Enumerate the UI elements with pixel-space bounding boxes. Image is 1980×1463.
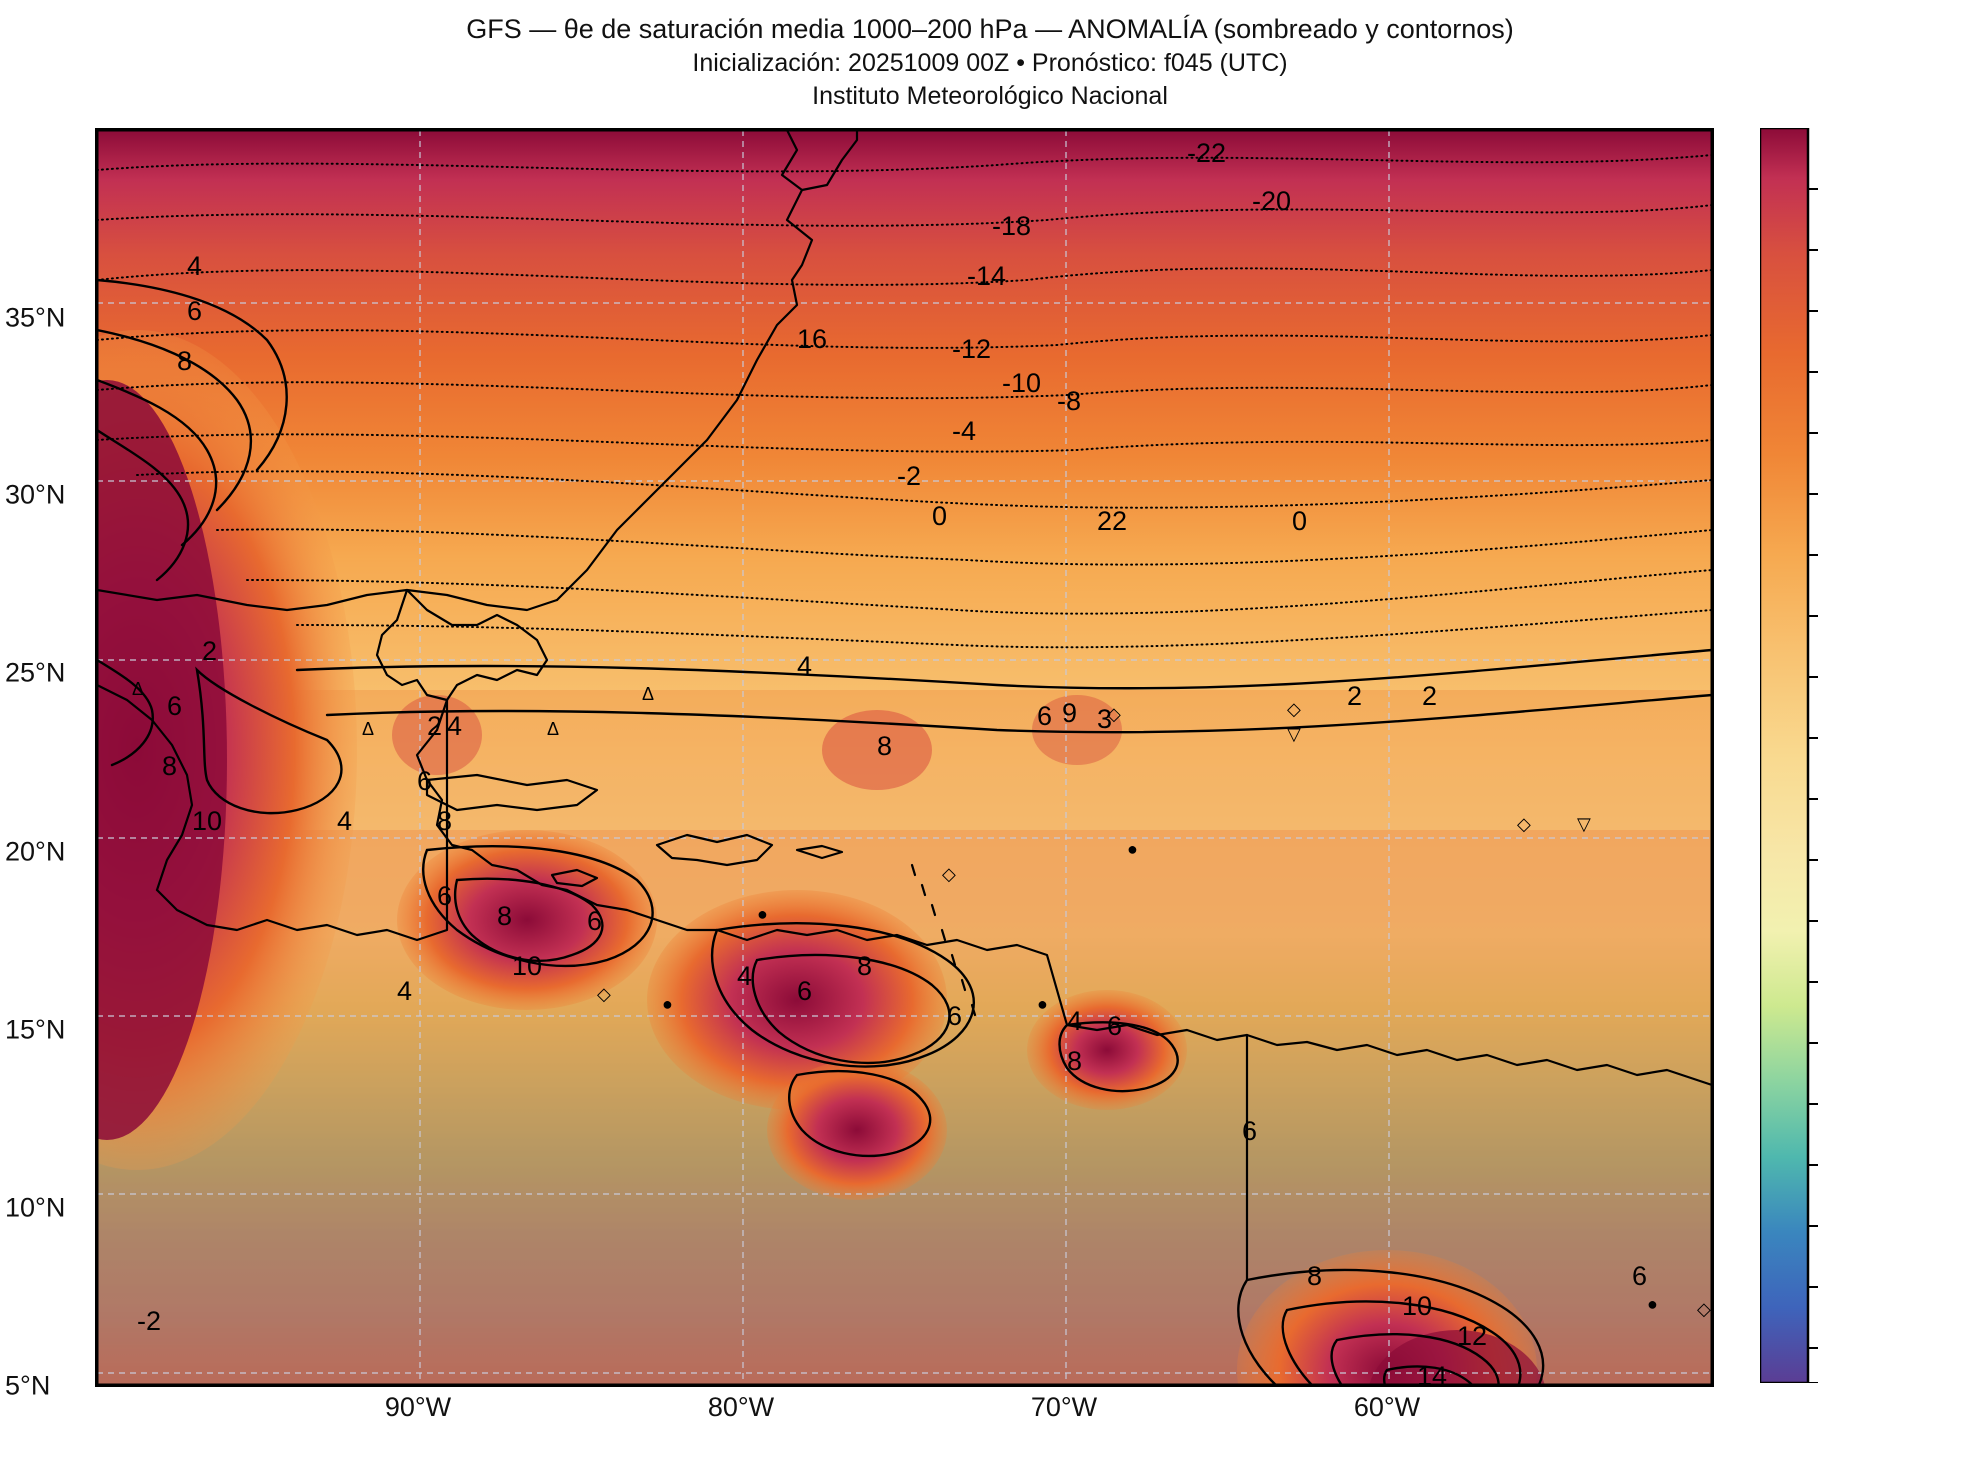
svg-text:8: 8	[1067, 1046, 1082, 1076]
title-line3: Instituto Meteorológico Nacional	[0, 82, 1980, 111]
svg-text:6: 6	[437, 881, 452, 911]
title-line2: Inicialización: 20251009 00Z • Pronóstic…	[0, 49, 1980, 78]
svg-text:-22: -22	[1187, 138, 1226, 168]
colorbar[interactable]: 16 14 12 10 8 6 4 2 0 -2 -4 -6 -8 -10 -1…	[1760, 128, 1820, 1383]
svg-text:4: 4	[797, 651, 812, 681]
svg-text:-2: -2	[137, 1306, 161, 1336]
svg-text:4: 4	[447, 711, 462, 741]
svg-text:-2: -2	[897, 461, 921, 491]
ylabel-30N: 30°N	[5, 480, 65, 511]
svg-text:◇: ◇	[1287, 699, 1301, 719]
svg-text:◇: ◇	[942, 864, 956, 884]
svg-text:6: 6	[417, 766, 432, 796]
svg-text:●: ●	[757, 904, 768, 924]
svg-text:-4: -4	[952, 416, 976, 446]
svg-text:4: 4	[1067, 1006, 1082, 1036]
ylabel-20N: 20°N	[5, 837, 65, 868]
svg-text:14: 14	[1417, 1361, 1447, 1385]
svg-text:Δ: Δ	[362, 719, 374, 739]
svg-text:-14: -14	[967, 261, 1006, 291]
svg-text:2: 2	[1347, 681, 1362, 711]
xlabel-80W: 80°W	[708, 1392, 774, 1423]
svg-text:6: 6	[587, 906, 602, 936]
svg-text:4: 4	[397, 976, 412, 1006]
svg-text:-20: -20	[1252, 186, 1291, 216]
ylabel-5N: 5°N	[5, 1371, 50, 1402]
svg-text:-18: -18	[992, 211, 1031, 241]
xlabel-70W: 70°W	[1031, 1392, 1097, 1423]
svg-text:6: 6	[947, 1001, 962, 1031]
svg-text:0: 0	[1292, 506, 1307, 536]
svg-text:8: 8	[437, 806, 452, 836]
svg-text:8: 8	[177, 346, 192, 376]
svg-text:4: 4	[337, 806, 352, 836]
svg-text:-12: -12	[952, 334, 991, 364]
svg-text:8: 8	[497, 901, 512, 931]
svg-text:6: 6	[1037, 701, 1052, 731]
svg-text:9: 9	[1062, 698, 1077, 728]
xlabel-60W: 60°W	[1354, 1392, 1420, 1423]
svg-text:◇: ◇	[1517, 814, 1531, 834]
svg-text:◇: ◇	[1697, 1299, 1711, 1319]
svg-text:6: 6	[1632, 1261, 1647, 1291]
svg-text:10: 10	[512, 951, 542, 981]
svg-text:Δ: Δ	[642, 684, 654, 704]
svg-text:0: 0	[932, 501, 947, 531]
svg-text:Δ: Δ	[547, 719, 559, 739]
title-line1: GFS — θe de saturación media 1000–200 hP…	[0, 14, 1980, 45]
ylabel-15N: 15°N	[5, 1015, 65, 1046]
svg-text:◇: ◇	[597, 984, 611, 1004]
svg-text:8: 8	[1307, 1261, 1322, 1291]
svg-text:-8: -8	[1057, 386, 1081, 416]
svg-text:10: 10	[192, 806, 222, 836]
svg-text:4: 4	[737, 961, 752, 991]
svg-text:●: ●	[662, 994, 673, 1014]
weather-map-page: GFS — θe de saturación media 1000–200 hP…	[0, 0, 1980, 1440]
svg-text:2: 2	[427, 711, 442, 741]
svg-text:2: 2	[202, 636, 217, 666]
xlabel-90W: 90°W	[385, 1392, 451, 1423]
svg-text:6: 6	[167, 691, 182, 721]
ylabel-10N: 10°N	[5, 1193, 65, 1224]
svg-text:●: ●	[1647, 1294, 1658, 1314]
svg-text:8: 8	[857, 951, 872, 981]
svg-text:8: 8	[162, 751, 177, 781]
svg-text:●: ●	[1037, 994, 1048, 1014]
svg-text:12: 12	[1457, 1321, 1487, 1351]
svg-text:Δ: Δ	[132, 679, 144, 699]
svg-text:6: 6	[1242, 1116, 1257, 1146]
ylabel-25N: 25°N	[5, 658, 65, 689]
svg-text:2: 2	[1112, 506, 1127, 536]
svg-text:6: 6	[187, 296, 202, 326]
svg-text:●: ●	[1127, 839, 1138, 859]
svg-text:-10: -10	[1002, 368, 1041, 398]
svg-text:8: 8	[877, 731, 892, 761]
svg-text:◇: ◇	[1107, 704, 1121, 724]
svg-text:▽: ▽	[1577, 814, 1591, 834]
svg-text:▽: ▽	[1287, 724, 1301, 744]
svg-text:6: 6	[797, 976, 812, 1006]
svg-text:4: 4	[187, 251, 202, 281]
ylabel-35N: 35°N	[5, 303, 65, 334]
title-block: GFS — θe de saturación media 1000–200 hP…	[0, 14, 1980, 115]
svg-text:10: 10	[1402, 1291, 1432, 1321]
svg-text:2: 2	[1097, 506, 1112, 536]
map-plot-area[interactable]: -22 -20 -18 -14 16 -12 -10 -8 -4 -2 0 0 …	[95, 128, 1714, 1387]
svg-text:6: 6	[1107, 1011, 1122, 1041]
svg-text:16: 16	[797, 324, 827, 354]
svg-text:2: 2	[1422, 681, 1437, 711]
